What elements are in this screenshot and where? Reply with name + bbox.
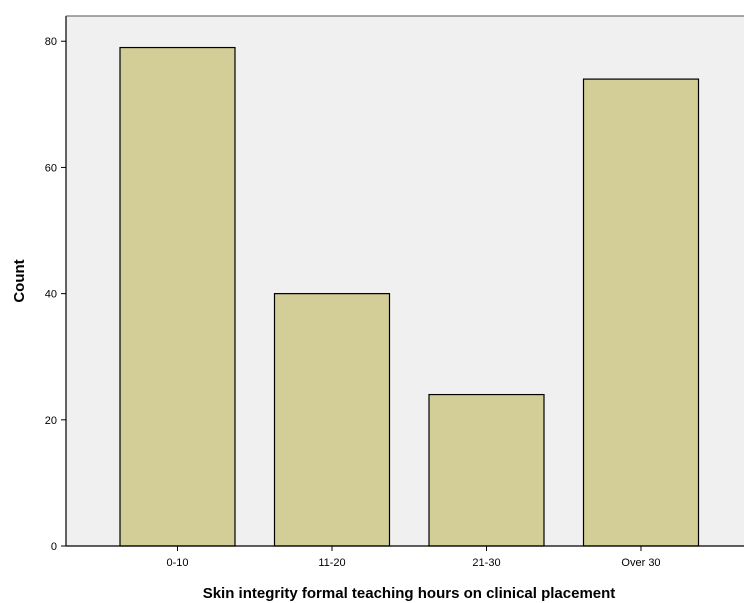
- bars: [119, 46, 700, 547]
- y-axis-title: Count: [11, 259, 28, 302]
- x-tick-label: 0-10: [166, 557, 188, 569]
- bar-over-30: [582, 78, 700, 547]
- y-tick-label: 80: [45, 36, 57, 48]
- x-tick-label: Over 30: [621, 557, 660, 569]
- y-tick-label: 40: [45, 289, 57, 301]
- y-tick-label: 0: [51, 541, 57, 553]
- bar-11-20: [273, 293, 391, 547]
- y-tick-label: 20: [45, 415, 57, 427]
- y-tick-label: 60: [45, 162, 57, 174]
- x-tick-label: 21-30: [472, 557, 500, 569]
- x-tick-label: 11-20: [318, 557, 345, 569]
- bar-0-10: [119, 46, 236, 547]
- x-axis-title: Skin integrity formal teaching hours on …: [203, 585, 616, 602]
- bar-21-30: [428, 393, 545, 547]
- x-axis-ticks: 0-10 11-20 21-30 Over 30: [166, 546, 661, 569]
- y-axis-ticks: 0 20 40 60 80: [45, 36, 66, 553]
